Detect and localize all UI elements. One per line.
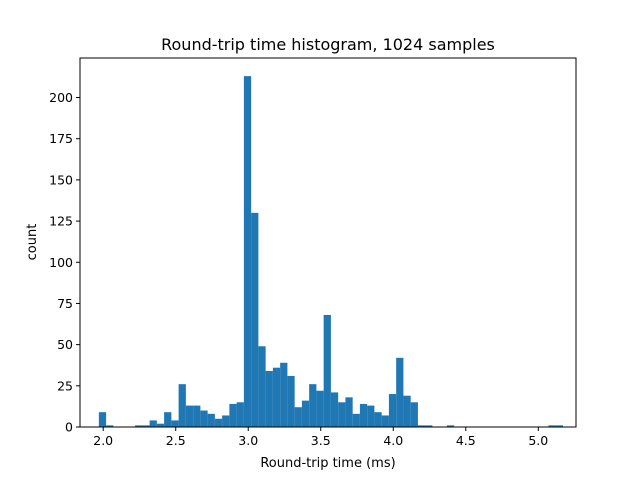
histogram-bar — [287, 375, 295, 427]
y-tick-label: 150 — [49, 172, 73, 187]
y-axis-label: count — [25, 224, 40, 261]
histogram-bar — [236, 402, 244, 427]
histogram-bar — [396, 357, 404, 427]
histogram-bar — [193, 405, 201, 427]
histogram-bar — [178, 384, 186, 427]
y-tick-label: 200 — [49, 90, 73, 105]
histogram-bar — [403, 395, 411, 427]
x-tick-label: 3.0 — [238, 433, 258, 448]
y-tick-label: 0 — [65, 420, 73, 435]
histogram-bar — [374, 412, 382, 427]
histogram-bar — [156, 423, 165, 427]
histogram-bar — [316, 390, 324, 427]
histogram-bar — [425, 425, 433, 427]
y-tick-label: 100 — [49, 255, 73, 270]
histogram-bar — [171, 420, 179, 427]
histogram-bar — [251, 212, 259, 427]
histogram-bar — [309, 384, 317, 427]
histogram-bar — [164, 412, 172, 427]
histogram-bar — [323, 314, 331, 427]
histogram-bar — [214, 418, 223, 427]
histogram-bar — [555, 425, 563, 427]
histogram-bar — [185, 405, 194, 427]
bars-group — [98, 76, 563, 427]
histogram-bar — [446, 425, 455, 427]
histogram-bar — [301, 400, 310, 427]
histogram-bar — [417, 425, 426, 427]
histogram-bar — [338, 402, 346, 427]
x-axis-label: Round-trip time (ms) — [260, 456, 395, 471]
x-tick-label: 2.0 — [93, 433, 113, 448]
histogram-bar — [330, 392, 339, 427]
histogram-bar — [106, 425, 114, 427]
histogram-bar — [548, 425, 556, 427]
y-tick-label: 125 — [49, 214, 73, 229]
histogram-bar — [98, 412, 107, 427]
histogram-bar — [345, 397, 353, 427]
histogram-bar — [207, 413, 215, 427]
histogram-bar — [149, 420, 157, 427]
histogram-bar — [359, 403, 368, 427]
histogram-bar — [381, 415, 389, 427]
histogram-bar — [265, 370, 273, 427]
x-tick-label: 5.0 — [528, 433, 548, 448]
histogram-bar — [388, 394, 397, 427]
histogram-bar — [258, 346, 266, 427]
x-tick-label: 4.0 — [383, 433, 403, 448]
x-axis-ticks: 2.0 2.5 3.0 3.5 4.0 4.5 5.0 — [93, 427, 548, 448]
histogram-bar — [200, 410, 208, 427]
histogram-bar — [352, 413, 360, 427]
x-tick-label: 2.5 — [166, 433, 186, 448]
y-tick-label: 25 — [57, 378, 73, 393]
histogram-bar — [142, 425, 150, 427]
histogram-bar — [410, 402, 418, 427]
y-tick-label: 50 — [57, 337, 73, 352]
histogram-bar — [229, 403, 237, 427]
histogram-bar — [243, 76, 252, 427]
histogram-bar — [222, 415, 230, 427]
x-tick-label: 4.5 — [456, 433, 476, 448]
y-tick-label: 175 — [49, 131, 73, 146]
histogram-bar — [280, 362, 288, 427]
histogram-bar — [135, 425, 143, 427]
y-axis-ticks: 0 25 50 75 100 125 150 175 200 — [49, 90, 80, 435]
histogram-bar — [294, 407, 302, 427]
histogram-bar — [367, 405, 375, 427]
x-tick-label: 3.5 — [311, 433, 331, 448]
histogram-bar — [272, 367, 281, 427]
plot-frame — [79, 57, 577, 428]
chart-title: Round-trip time histogram, 1024 samples — [161, 35, 495, 54]
y-tick-label: 75 — [57, 296, 73, 311]
